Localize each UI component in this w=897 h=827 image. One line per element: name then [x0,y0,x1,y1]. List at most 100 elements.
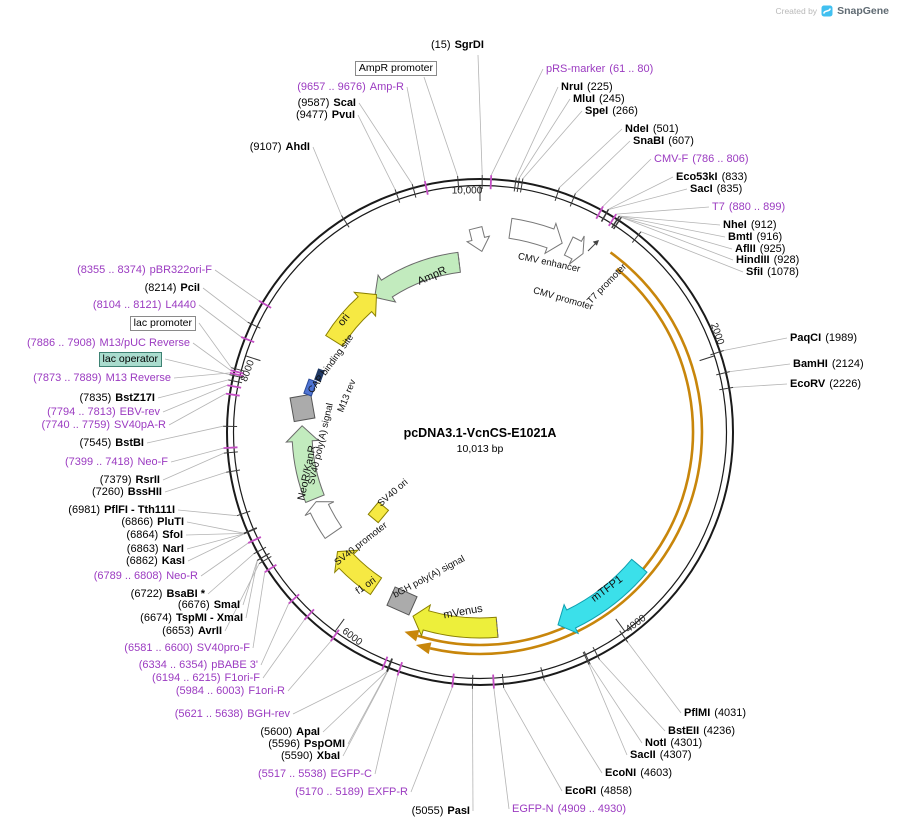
enzyme-label-rsrii: (7379) RsrII [100,473,160,487]
enzyme-label-aflii: AflII (925) [735,242,785,256]
ampr-truncated-edge [457,252,461,273]
primer-label-egfp-c: (5517 .. 5538) EGFP-C [258,767,372,781]
site-tick [381,656,389,670]
site-name: SgrDI [454,39,484,51]
created-by-text: Created by [775,6,818,16]
site-tick [288,593,300,605]
site-name: BsaBI * [166,588,205,600]
leader-line [342,671,388,757]
enzyme-label-paqci: PaqCI (1989) [790,331,857,345]
leader-line [186,521,244,534]
site-name: RsrII [135,474,160,486]
enzyme-label-pflfi-tth111i: (6981) PflFI - Tth111I [68,503,175,517]
site-name: SacII [630,749,656,761]
site-position: (9107) [249,141,282,153]
enzyme-label-nhei: NheI (912) [723,218,777,232]
site-tick [631,231,642,243]
leader-line [575,140,631,194]
site-name: PflMI [684,707,711,719]
site-tick [613,217,622,230]
primer-range: (7794 .. 7813) [47,406,116,418]
site-tick [247,321,261,329]
primer-name: M13/pUC Reverse [99,337,190,349]
site-tick [240,336,255,344]
mvenus-truncated-edge [495,617,499,638]
enzyme-label-ecorv: EcoRV (2226) [790,377,861,391]
enzyme-label-econi: EcoNI (4603) [605,766,672,780]
primer-label-l4440: (8104 .. 8121) L4440 [93,298,196,312]
site-tick [592,646,600,660]
site-name: TspMI - XmaI [175,612,243,624]
primer-range: (786 .. 806) [692,153,749,165]
primer-name: T7 [712,201,725,213]
site-position: (8214) [144,282,177,294]
leader-line [224,563,260,632]
primer-label-cmv-f: CMV-F (786 .. 806) [654,152,749,166]
bgh-polya-box [386,586,418,616]
leader-line [522,110,583,179]
primer-range: (6194 .. 6215) [152,672,221,684]
site-position: (4603) [640,767,672,779]
leader-line [207,553,254,595]
site-tick [396,661,403,676]
site-position: (2226) [829,378,862,390]
leader-line [177,509,238,517]
site-name: AflII [735,243,756,255]
neor-kanr-arrow [285,425,325,504]
primer-range: (7740 .. 7759) [41,419,111,431]
site-tick [258,300,272,309]
leader-line [733,383,788,388]
cds-arc-inner [417,267,695,647]
enzyme-label-spei: SpeI (266) [585,104,638,118]
site-name: NruI [561,81,583,93]
site-tick [226,469,241,473]
primer-range: (61 .. 80) [609,63,654,75]
site-position: (912) [750,219,777,231]
primer-name: BGH-rev [247,708,290,720]
site-name: NheI [723,219,747,231]
leader-line [262,619,305,679]
leader-line [621,217,734,261]
enzyme-label-mlui: MluI (245) [573,92,625,106]
plasmid-title: pcDNA3.1-VcnCS-E1021A [403,426,557,440]
leader-line [503,687,563,792]
enzyme-label-nari: (6863) NarI [127,542,184,556]
site-name: EcoRV [790,378,826,390]
primer-label-neo-r: (6789 .. 6808) Neo-R [94,569,198,583]
site-position: (607) [668,135,694,147]
enzyme-label-kasi: (6862) KasI [126,554,185,568]
primer-range: (880 .. 899) [728,201,786,213]
leader-line [608,188,688,210]
primer-label-bgh-rev: (5621 .. 5638) BGH-rev [175,707,290,721]
site-tick [601,209,610,222]
site-position: (5600) [260,726,293,738]
leader-line [423,76,458,177]
site-tick [489,175,493,190]
enzyme-label-bamhi: BamHI (2124) [793,357,864,371]
leader-line [168,393,227,426]
snapgene-brand-text: SnapGene [837,5,889,17]
leader-line [170,447,224,463]
mtfp1-arrow [557,558,648,635]
site-tick [411,183,417,198]
leader-line [292,669,383,715]
site-tick [253,546,267,555]
enzyme-label-noti: NotI (4301) [645,736,702,750]
leader-line [202,287,248,323]
site-tick [582,651,590,665]
leader-line [164,358,230,375]
enzyme-label-bmti: BmtI (916) [728,230,782,244]
leader-line [471,688,474,812]
site-name: BssHII [127,486,162,498]
primer-label-sv40pro-f: (6581 .. 6600) SV40pro-F [124,641,250,655]
site-position: (6862) [125,555,158,567]
enzyme-label-pluti: (6866) PluTI [121,515,184,529]
site-name: ScaI [333,97,356,109]
leader-line [192,342,231,371]
feature-tag-lac-operator: lac operator [98,352,162,367]
site-name: SfiI [746,266,764,278]
site-name: PvuI [331,109,355,121]
site-name: BamHI [793,358,828,370]
cmv-promoter-arrow [563,235,585,265]
